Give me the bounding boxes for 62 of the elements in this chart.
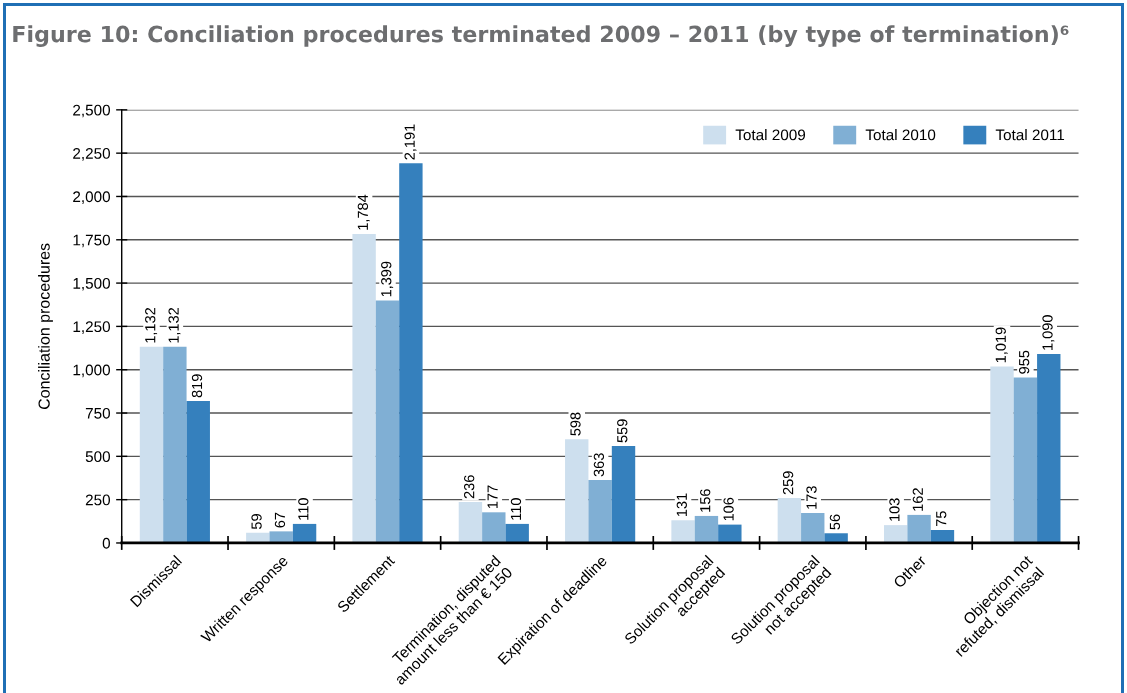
bar: [694, 515, 719, 543]
y-tick-label: 2,500: [73, 104, 111, 118]
bar: [139, 346, 164, 543]
data-label: 1,784: [357, 194, 370, 230]
y-tick-label: 750: [85, 407, 111, 419]
bar: [352, 233, 376, 543]
data-label: 819: [191, 374, 203, 398]
data-label: 1,399: [381, 261, 394, 297]
y-tick-label: 1,500: [73, 277, 111, 291]
bar: [801, 512, 825, 543]
legend-label: Total 2009: [735, 129, 806, 141]
y-tick-label: 2,000: [73, 191, 111, 204]
y-tick-label: 1,750: [73, 234, 111, 248]
data-label: 236: [464, 475, 475, 499]
data-label: 106: [723, 497, 734, 521]
data-label: 598: [570, 412, 581, 436]
bar: [588, 480, 612, 543]
y-tick-label: 1,000: [73, 364, 111, 378]
y-tick-label: 500: [85, 451, 111, 463]
data-label: 67: [274, 512, 286, 528]
data-label: 156: [700, 489, 711, 512]
data-label: 110: [510, 498, 522, 520]
bar: [907, 514, 931, 543]
data-label: 59: [251, 514, 262, 530]
bar: [1013, 377, 1038, 543]
chart-title: Figure 10: Conciliation procedures terminated 2009 – 2011 (by type of termination)⁶: [13, 25, 1069, 47]
data-label: 1,090: [1042, 315, 1055, 350]
y-tick-label: 2,250: [73, 148, 111, 161]
data-label: 955: [1018, 350, 1030, 374]
data-label: 1,132: [145, 307, 158, 343]
y-tick-label: 250: [85, 494, 111, 506]
y-tick-label: 1,250: [73, 321, 111, 334]
bar: [671, 520, 695, 543]
data-label: 259: [782, 471, 794, 495]
bar: [565, 439, 589, 543]
data-label: 559: [617, 419, 628, 443]
legend-label: Total 2011: [995, 129, 1065, 141]
bar: [292, 523, 317, 543]
data-label: 131: [676, 493, 687, 517]
y-tick-label: 0: [102, 537, 111, 549]
data-label: 173: [806, 486, 817, 509]
bar: [1037, 354, 1061, 543]
bar: [163, 346, 187, 543]
data-label: 363: [593, 453, 605, 477]
bar: [375, 300, 400, 543]
data-label: 1,019: [995, 327, 1008, 363]
y-axis-title: Conciliation procedures: [38, 243, 53, 410]
data-label: 177: [487, 485, 498, 509]
bar: [883, 525, 908, 543]
legend-label: Total 2010: [865, 129, 936, 141]
data-label: 162: [912, 488, 923, 511]
bar: [482, 512, 506, 543]
data-label: 2,191: [404, 124, 417, 160]
data-label: 110: [298, 498, 309, 520]
data-label: 103: [889, 498, 900, 521]
bar: [990, 366, 1014, 543]
data-label: 56: [829, 514, 841, 530]
bar: [505, 523, 529, 543]
data-label: 75: [936, 511, 947, 527]
bar: [399, 163, 423, 543]
data-label: 1,132: [168, 307, 181, 343]
bar: [718, 524, 742, 543]
